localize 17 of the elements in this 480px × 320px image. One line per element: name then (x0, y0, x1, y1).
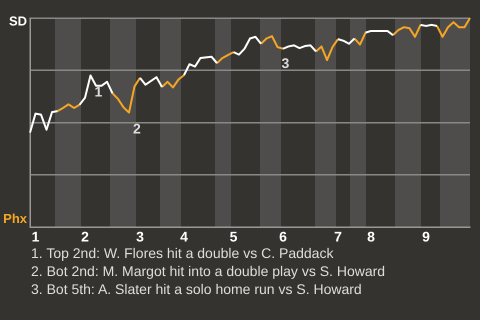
annotation: 3 (282, 54, 290, 71)
x-tick-label: 3 (136, 228, 144, 244)
text: Phx (3, 210, 28, 226)
x-tick-label: 7 (334, 228, 342, 244)
x-tick-label: 1 (32, 228, 40, 244)
x-tick-label: 6 (279, 228, 288, 244)
x-tick-label: 9 (422, 228, 430, 244)
text: SD (8, 14, 27, 29)
x-tick-label: 2 (81, 228, 90, 244)
x-tick-label: 4 (180, 228, 188, 244)
text: 2. Bot 2nd: M. Margot hit into a double play vs S. Howard (31, 262, 386, 280)
x-tick-label: 5 (230, 228, 238, 244)
x-tick-label: 8 (367, 228, 376, 244)
annotation: 1 (94, 83, 102, 100)
text: 3. Bot 5th: A. Slater hit a solo home run vs S. Howard (31, 280, 363, 298)
annotation: 2 (133, 120, 141, 136)
text: 1. Top 2nd: W. Flores hit a double vs C. Paddack (31, 244, 334, 262)
